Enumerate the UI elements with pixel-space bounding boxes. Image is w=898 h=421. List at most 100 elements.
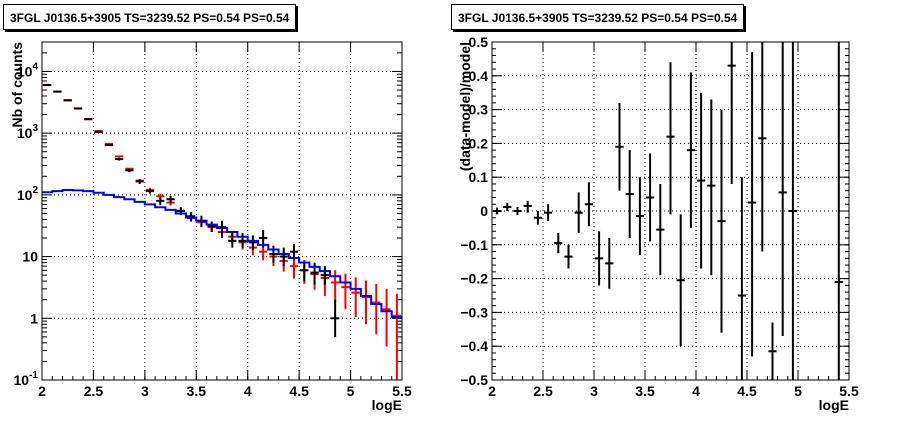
x-tick-label: 5 bbox=[794, 383, 802, 399]
data-point bbox=[523, 200, 532, 213]
data-point bbox=[758, 42, 767, 252]
data-point bbox=[544, 204, 553, 222]
data-point bbox=[361, 280, 371, 325]
x-axis-label: logE bbox=[819, 397, 849, 413]
y-tick-label: −0.3 bbox=[460, 304, 488, 320]
data-point bbox=[166, 195, 175, 203]
data-point bbox=[717, 109, 726, 333]
data-point bbox=[615, 102, 624, 191]
data-point bbox=[646, 153, 655, 242]
data-point bbox=[686, 72, 695, 228]
y-tick-label: 10-1 bbox=[14, 370, 39, 388]
right-panel-residuals: 2 2.5 3 3.5 4 4.5 5 5.5 0.5 0.4 0.3 0.2 0.1 0 −0.1 −0.2… bbox=[457, 34, 859, 413]
x-tick-label: 5 bbox=[347, 383, 355, 399]
data-point bbox=[392, 293, 401, 380]
y-tick-label: −0.2 bbox=[460, 271, 488, 287]
data-point bbox=[676, 214, 685, 347]
x-tick-label: 2 bbox=[488, 383, 496, 399]
x-tick-label: 5.5 bbox=[839, 383, 859, 399]
data-point bbox=[351, 277, 360, 317]
y-tick-exponent: -1 bbox=[29, 370, 38, 381]
y-tick-label: 10 bbox=[22, 249, 38, 265]
data-point bbox=[584, 182, 593, 227]
y-tick-label: 0.1 bbox=[469, 169, 489, 185]
data-point bbox=[372, 283, 381, 335]
y-axis-label: (data-model)/model bbox=[457, 42, 473, 171]
y-tick-exponent: 2 bbox=[32, 185, 38, 196]
x-tick-label: 4.5 bbox=[737, 383, 757, 399]
x-tick-label: 5.5 bbox=[392, 383, 412, 399]
data-point bbox=[228, 233, 237, 248]
y-tick-base: 10 bbox=[17, 187, 33, 203]
data-point bbox=[382, 288, 391, 347]
data-point bbox=[269, 245, 278, 263]
x-tick-label: 3 bbox=[141, 383, 149, 399]
data-point bbox=[625, 150, 634, 239]
data-point bbox=[656, 183, 665, 276]
data-point bbox=[834, 42, 843, 380]
data-point bbox=[493, 207, 502, 215]
data-point bbox=[331, 299, 340, 337]
y-tick-label: 102 bbox=[17, 185, 39, 203]
data-point bbox=[145, 188, 155, 194]
y-tick-base: 10 bbox=[17, 125, 33, 141]
y-tick-label: 0.5 bbox=[469, 34, 489, 50]
y-tick-label: −0.4 bbox=[460, 338, 488, 354]
data-point bbox=[125, 168, 134, 172]
y-tick-label: −0.5 bbox=[460, 372, 488, 388]
y-tick-base: 10 bbox=[14, 372, 30, 388]
y-tick-base: 10 bbox=[17, 63, 33, 79]
left-chart-title: 3FGL J0136.5+3905 TS=3239.52 PS=0.54 PS=… bbox=[3, 4, 297, 30]
data-point bbox=[564, 244, 573, 269]
y-tick-label: 0.4 bbox=[469, 68, 489, 84]
data-point bbox=[605, 238, 614, 289]
data-point bbox=[788, 42, 797, 380]
data-point bbox=[666, 62, 675, 215]
data-point bbox=[279, 247, 288, 267]
x-axis-label: logE bbox=[372, 397, 402, 413]
x-tick-label: 2 bbox=[38, 383, 46, 399]
data-point bbox=[207, 221, 216, 233]
data-point bbox=[341, 273, 350, 310]
plot-area bbox=[42, 42, 402, 380]
data-point bbox=[768, 322, 777, 380]
y-tick-label: −0.1 bbox=[460, 237, 488, 253]
data-point bbox=[320, 266, 329, 285]
data-point bbox=[595, 231, 604, 286]
data-point bbox=[727, 42, 736, 184]
data-point bbox=[778, 42, 787, 337]
x-tick-label: 4 bbox=[244, 383, 252, 399]
x-tick-label: 4.5 bbox=[289, 383, 309, 399]
data-point bbox=[513, 206, 522, 216]
data-point bbox=[737, 177, 746, 380]
data-point bbox=[574, 192, 583, 233]
x-tick-label: 4 bbox=[692, 383, 700, 399]
y-tick-label: 104 bbox=[17, 61, 39, 79]
data-point bbox=[635, 177, 644, 255]
data-point bbox=[84, 118, 93, 121]
data-point bbox=[289, 256, 299, 279]
data-point bbox=[748, 52, 757, 357]
data-point bbox=[300, 262, 309, 282]
y-tick-label: 0 bbox=[480, 203, 488, 219]
data-point bbox=[115, 157, 124, 161]
y-tick-label: 0.2 bbox=[469, 135, 489, 151]
data-point bbox=[503, 202, 512, 211]
y-tick-exponent: 4 bbox=[32, 61, 38, 72]
x-tick-label: 3.5 bbox=[187, 383, 207, 399]
data-point bbox=[533, 211, 542, 225]
y-tick-label: 1 bbox=[30, 310, 38, 326]
data-point bbox=[248, 235, 257, 250]
x-tick-label: 2.5 bbox=[84, 383, 104, 399]
plot-frame bbox=[491, 41, 850, 381]
model-step-line bbox=[42, 188, 402, 318]
data-point bbox=[289, 243, 299, 260]
data-point bbox=[94, 130, 103, 133]
data-point bbox=[554, 232, 563, 254]
data-point bbox=[707, 99, 716, 276]
data-point bbox=[104, 144, 113, 147]
y-tick-label: 0.3 bbox=[469, 102, 489, 118]
right-chart-title: 3FGL J0136.5+3905 TS=3239.52 PS=0.54 PS=… bbox=[451, 4, 745, 30]
